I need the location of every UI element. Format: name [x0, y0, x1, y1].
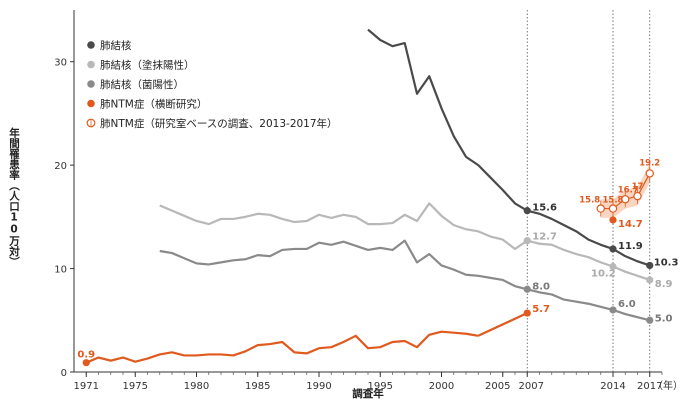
series-line-2 — [159, 239, 651, 322]
data-labels: 15.6 11.9 10.3 12.7 10.2 8.9 8.0 6.0 5.0 0.9 5.7 14… — [77, 158, 678, 360]
x-tick-label: 1990 — [306, 381, 331, 392]
x-tick-label: 2005 — [485, 381, 510, 392]
data-label: 8.0 — [532, 281, 550, 292]
legend-marker — [87, 41, 95, 49]
y-tick-label: 10 — [54, 265, 67, 276]
series-line-1 — [159, 202, 651, 281]
data-label: 17 — [632, 182, 644, 192]
data-label: 5.7 — [532, 304, 550, 315]
legend-marker — [87, 60, 95, 69]
legend-label: 肺結核 — [100, 39, 132, 52]
data-label: 6.0 — [618, 299, 636, 310]
x-tick-label: 2014 — [600, 381, 625, 392]
x-unit-label: （年） — [653, 379, 680, 392]
data-point — [609, 245, 617, 253]
data-label: 0.9 — [77, 350, 95, 361]
data-label: 19.2 — [639, 158, 660, 168]
data-label: 11.9 — [618, 241, 643, 252]
legend-label: 肺結核（塗抹陽性） — [100, 59, 195, 72]
legend-marker — [87, 80, 95, 88]
data-point — [609, 216, 617, 224]
data-label: 15.8 — [579, 196, 600, 206]
x-tick-label: 1975 — [123, 381, 148, 392]
x-tick-label: 1985 — [245, 381, 270, 392]
data-point — [646, 316, 654, 324]
data-point-open — [596, 204, 605, 213]
data-point-open — [608, 204, 618, 213]
series-line-ntm-cross — [85, 330, 479, 364]
data-point — [646, 261, 654, 270]
data-point — [609, 306, 617, 314]
series-line-ntm-cross-segment — [477, 312, 528, 337]
data-point — [523, 285, 531, 293]
y-axis-title: 年間罹患率（人口10万対） — [8, 126, 20, 266]
data-point — [609, 262, 617, 271]
data-point — [523, 237, 531, 245]
data-label: 15.6 — [532, 203, 557, 214]
y-tick-label: 0 — [61, 368, 67, 379]
x-tick-label: 1980 — [184, 381, 209, 392]
x-axis-title: 調査年 — [352, 387, 384, 400]
axes: 0 10 20 30 1971 1975 1980 1985 1990 1995 2000 2005 2… — [8, 10, 680, 400]
y-tick-label: 30 — [54, 58, 67, 69]
series-line-0 — [367, 28, 651, 267]
x-tick-label: 2007 — [519, 381, 544, 392]
data-label: 8.9 — [655, 279, 673, 290]
x-tick-label: 1995 — [368, 381, 393, 392]
legend-label: 肺NTM症（横断研究） — [100, 98, 207, 111]
x-tick-label: 1971 — [74, 381, 99, 392]
data-point — [646, 276, 654, 284]
data-label: 10.3 — [654, 257, 679, 268]
data-label: 5.0 — [655, 313, 673, 324]
data-label: 10.2 — [591, 269, 616, 280]
legend-label: 肺結核（菌陽性） — [100, 78, 184, 91]
data-label: 14.7 — [618, 219, 643, 230]
x-tick-label: 2017 — [637, 381, 662, 392]
legend-label: 肺NTM症（研究室ベースの調査、2013-2017年） — [100, 117, 338, 130]
data-point — [82, 359, 90, 367]
x-tick-label: 2000 — [429, 381, 454, 392]
legend-marker — [87, 99, 95, 108]
data-label: 12.7 — [532, 232, 557, 243]
data-point-open — [633, 191, 642, 201]
series-markers — [82, 169, 654, 367]
y-tick-label: 20 — [54, 161, 67, 172]
data-point-open — [621, 195, 630, 204]
data-point — [523, 309, 531, 317]
data-label: 15.8 — [603, 196, 624, 206]
data-label: 16.7 — [618, 185, 639, 195]
data-point-open — [645, 169, 654, 178]
data-point — [523, 207, 531, 215]
